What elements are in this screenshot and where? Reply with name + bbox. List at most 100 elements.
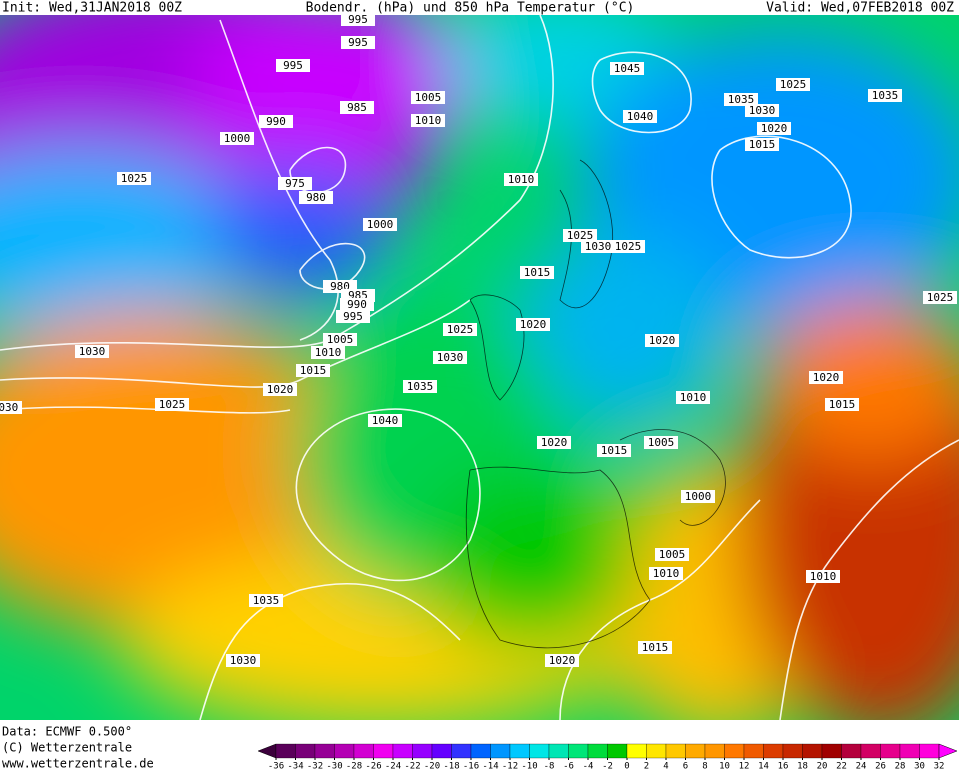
isobar-label-bg [249, 594, 283, 607]
isobar-label-bg [411, 114, 445, 127]
isobar-label-bg [655, 548, 689, 561]
colorbar-cell [607, 743, 628, 759]
colorbar-tick-label: -6 [563, 762, 574, 770]
isobar-label-text: 1040 [627, 110, 654, 123]
colorbar-cell [470, 743, 491, 759]
colorbar-tick-label: -36 [268, 762, 284, 770]
colorbar-cell [509, 743, 530, 759]
isobar-label: 1025 [563, 229, 597, 242]
isobar-label-bg [610, 62, 644, 75]
isobar-label-bg [443, 323, 477, 336]
isobar-label-bg [340, 298, 374, 311]
isobar-label-text: 1025 [615, 240, 642, 253]
isobar-label-text: 1010 [653, 567, 680, 580]
map [0, 15, 959, 720]
colorbar-tick-label: 4 [663, 762, 668, 770]
colorbar-tick-label: -26 [365, 762, 381, 770]
colorbar-tick-label: 14 [758, 762, 769, 770]
isobar-label: 1015 [597, 444, 631, 457]
colorbar-cell [724, 743, 745, 759]
isobar-label-text: 1025 [567, 229, 594, 242]
isobar-label-text: 995 [343, 310, 363, 323]
isobar-label: 1045 [610, 62, 644, 75]
isobar-label-text: 990 [266, 115, 286, 128]
isobar-label-text: 1030 [585, 240, 612, 253]
colorbar-cell [587, 743, 608, 759]
isobar-label-bg [341, 36, 375, 49]
isobar-label: 1025 [155, 398, 189, 411]
isobar-label: 1030 [75, 345, 109, 358]
isobar-label: 995 [336, 310, 370, 323]
isobar-label-text: 1010 [680, 391, 707, 404]
isobar-label-bg [504, 173, 538, 186]
copyright: (C) Wetterzentrale [2, 741, 132, 755]
colorbar-cell [743, 743, 764, 759]
isobar-label: 1025 [611, 240, 645, 253]
isobar-label-bg [336, 310, 370, 323]
isobar-label-text: 1000 [367, 218, 394, 231]
isobar-label: 995 [341, 13, 375, 26]
isobar-label-text: 1005 [415, 91, 442, 104]
colorbar-cell [353, 743, 374, 759]
isobar-label-bg [155, 398, 189, 411]
isobar-label-text: 1005 [648, 436, 675, 449]
isobar-label-text: 1010 [810, 570, 837, 583]
colorbar-cell [704, 743, 725, 759]
isobar-label: 1035 [249, 594, 283, 607]
colorbar-tick-label: 12 [739, 762, 750, 770]
isobar-label-bg [341, 13, 375, 26]
colorbar-cell [568, 743, 589, 759]
website: www.wetterzentrale.de [2, 757, 154, 770]
colorbar-tick-label: 22 [836, 762, 847, 770]
isobar-label-bg [597, 444, 631, 457]
isobar-label-bg [296, 364, 330, 377]
colorbar-cell [646, 743, 667, 759]
isobar-label-bg [809, 371, 843, 384]
colorbar-cell [685, 743, 706, 759]
isobar-label: 1005 [655, 548, 689, 561]
isobar-label: 995 [341, 36, 375, 49]
colorbar-cell [841, 743, 862, 759]
isobar-label-bg [681, 490, 715, 503]
colorbar-tick-label: -32 [307, 762, 323, 770]
isobar-label-text: 1015 [524, 266, 551, 279]
isobar-label: 1020 [537, 436, 571, 449]
colorbar-cell [314, 743, 335, 759]
colorbar-tick-label: 18 [797, 762, 808, 770]
isobar-label-bg [368, 414, 402, 427]
isobar-label: 1040 [623, 110, 657, 123]
isobar-label-bg [923, 291, 957, 304]
colorbar-arrow-right [938, 743, 958, 759]
isobar-label-bg [537, 436, 571, 449]
isobar-label-bg [323, 333, 357, 346]
isobar-label-text: 990 [347, 298, 367, 311]
isobar-label: 1035 [868, 89, 902, 102]
isobar-label: 1020 [545, 654, 579, 667]
colorbar-cell [782, 743, 803, 759]
isobar-label: 1030 [0, 401, 22, 414]
isobar-label-text: 995 [348, 13, 368, 26]
isobar-label-bg [649, 567, 683, 580]
colorbar-tick-label: 2 [644, 762, 649, 770]
isobar-label: 1005 [411, 91, 445, 104]
isobar-label-text: 995 [283, 59, 303, 72]
map-title: Bodendr. (hPa) und 850 hPa Temperatur (°… [306, 1, 635, 16]
colorbar-tick-label: 32 [934, 762, 945, 770]
isobar-label-text: 1030 [230, 654, 257, 667]
colorbar-cell [275, 743, 296, 759]
isobar-label-bg [75, 345, 109, 358]
colorbar-cell [626, 743, 647, 759]
isobar-label-text: 995 [348, 36, 368, 49]
colorbar-tick-label: 8 [702, 762, 707, 770]
isobar-label-bg [623, 110, 657, 123]
isobar-label-bg [516, 318, 550, 331]
isobar-label-text: 1025 [159, 398, 186, 411]
isobar-label-bg [563, 229, 597, 242]
isobar-label-bg [259, 115, 293, 128]
isobar-label-text: 1000 [224, 132, 251, 145]
isobar-label: 980 [299, 191, 333, 204]
colorbar-cell [451, 743, 472, 759]
isobar-label: 1025 [443, 323, 477, 336]
isobar-label-text: 1045 [614, 62, 641, 75]
isobar-label-text: 1020 [813, 371, 840, 384]
